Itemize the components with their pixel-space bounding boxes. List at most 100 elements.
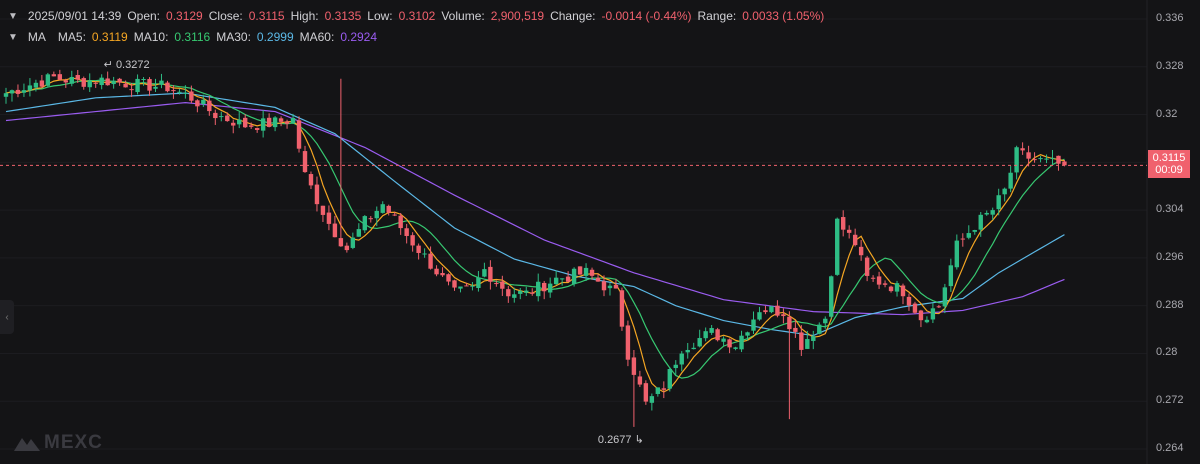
candle-body — [33, 82, 39, 88]
candle-body — [697, 338, 702, 347]
volume-label: Volume: — [441, 9, 485, 23]
candle-body — [165, 82, 170, 92]
ma30-line — [5, 92, 1065, 337]
candle-body — [213, 112, 218, 119]
candle-body — [422, 253, 427, 255]
candle-body — [129, 89, 134, 91]
candle-body — [888, 286, 894, 292]
candle-body — [45, 74, 51, 86]
close-value: 0.3115 — [248, 9, 285, 23]
candle-body — [530, 292, 535, 294]
candle-body — [141, 78, 146, 80]
candle-body — [171, 90, 176, 92]
candle-body — [93, 82, 98, 84]
candle-body — [829, 276, 834, 317]
y-tick-label: 0.264 — [1156, 442, 1184, 454]
candle-body — [547, 283, 553, 293]
candle-body — [1050, 157, 1055, 159]
candle-body — [392, 214, 397, 216]
y-tick-label: 0.28 — [1156, 346, 1178, 359]
ma60-value: 0.2924 — [340, 30, 378, 44]
candle-body — [715, 329, 720, 341]
current-price: 0.3115 — [1152, 152, 1186, 165]
candle-body — [3, 93, 9, 97]
candle-body — [105, 78, 110, 86]
candle-body — [589, 269, 595, 276]
candle-body — [918, 310, 924, 321]
candle-body — [667, 369, 672, 389]
side-panel-handle[interactable]: ‹ — [0, 300, 14, 334]
candle-body — [15, 89, 21, 94]
ohlc-header: ▼ 2025/09/01 14:39 Open: 0.3129 Close: 0… — [8, 9, 830, 23]
candle-body — [966, 233, 971, 238]
chevron-down-icon[interactable]: ▼ — [8, 10, 18, 22]
candle-body — [350, 237, 356, 248]
candle-body — [577, 266, 583, 275]
candle-body — [1044, 158, 1049, 160]
candle-body — [416, 245, 421, 253]
ma10-value: 0.3116 — [174, 30, 211, 44]
brand-logo: MEXC — [14, 432, 103, 454]
candle-body — [75, 75, 80, 80]
candle-body — [631, 357, 637, 375]
candle-body — [452, 280, 457, 288]
candle-body — [398, 215, 403, 229]
candle-body — [428, 253, 433, 269]
candle-body — [147, 79, 152, 91]
brand-name: MEXC — [44, 432, 103, 453]
candle-body — [272, 117, 278, 128]
candle-body — [464, 285, 469, 287]
candle-body — [524, 290, 529, 293]
candle-body — [769, 306, 774, 313]
candle-body — [864, 257, 870, 276]
candle-body — [344, 245, 350, 251]
candle-body — [183, 92, 188, 94]
candle-body — [9, 90, 15, 94]
candle-body — [243, 117, 248, 128]
candle-body — [649, 396, 655, 403]
candle-body — [739, 335, 744, 350]
candle-body — [835, 218, 840, 275]
chevron-down-icon[interactable]: ▼ — [8, 31, 18, 43]
candle-body — [553, 277, 559, 285]
ma10-label: MA10: — [133, 30, 169, 44]
candle-body — [637, 376, 643, 385]
candle-body — [841, 217, 846, 230]
candle-body — [870, 277, 876, 279]
candle-body — [817, 324, 822, 334]
candle-body — [177, 91, 182, 93]
candle-body — [332, 223, 338, 238]
candle-body — [912, 303, 918, 313]
candle-body — [1056, 155, 1061, 164]
ma-legend: ▼ MA MA5: 0.3119 MA10: 0.3116 MA30: 0.29… — [8, 30, 383, 44]
candle-body — [990, 210, 995, 215]
candle-body — [1014, 147, 1019, 173]
candle-body — [721, 338, 726, 342]
candle-body — [805, 339, 810, 349]
candle-body — [900, 285, 906, 297]
candle-body — [1020, 148, 1025, 151]
candle-body — [882, 283, 888, 285]
low-annotation-value: 0.2677 — [597, 433, 632, 446]
candle-body — [727, 339, 732, 348]
candle-body — [284, 121, 290, 124]
candle-body — [518, 290, 523, 294]
candle-body — [99, 77, 104, 86]
grid-lines — [0, 18, 1147, 450]
candle-body — [57, 74, 63, 80]
candle-body — [476, 277, 481, 289]
candle-body — [87, 80, 92, 88]
candle-body — [117, 78, 122, 83]
high-annotation-value: 0.3272 — [115, 58, 150, 71]
close-label: Close: — [208, 9, 243, 23]
candle-body — [607, 285, 613, 289]
candle-body — [601, 281, 607, 291]
candle-body — [69, 76, 74, 84]
candle-body — [219, 116, 224, 118]
ma30-label: MA30: — [216, 30, 251, 44]
low-label: Low: — [367, 9, 393, 23]
candle-body — [482, 269, 487, 277]
mexc-mountain-icon — [14, 438, 40, 451]
candle-body — [201, 99, 206, 105]
